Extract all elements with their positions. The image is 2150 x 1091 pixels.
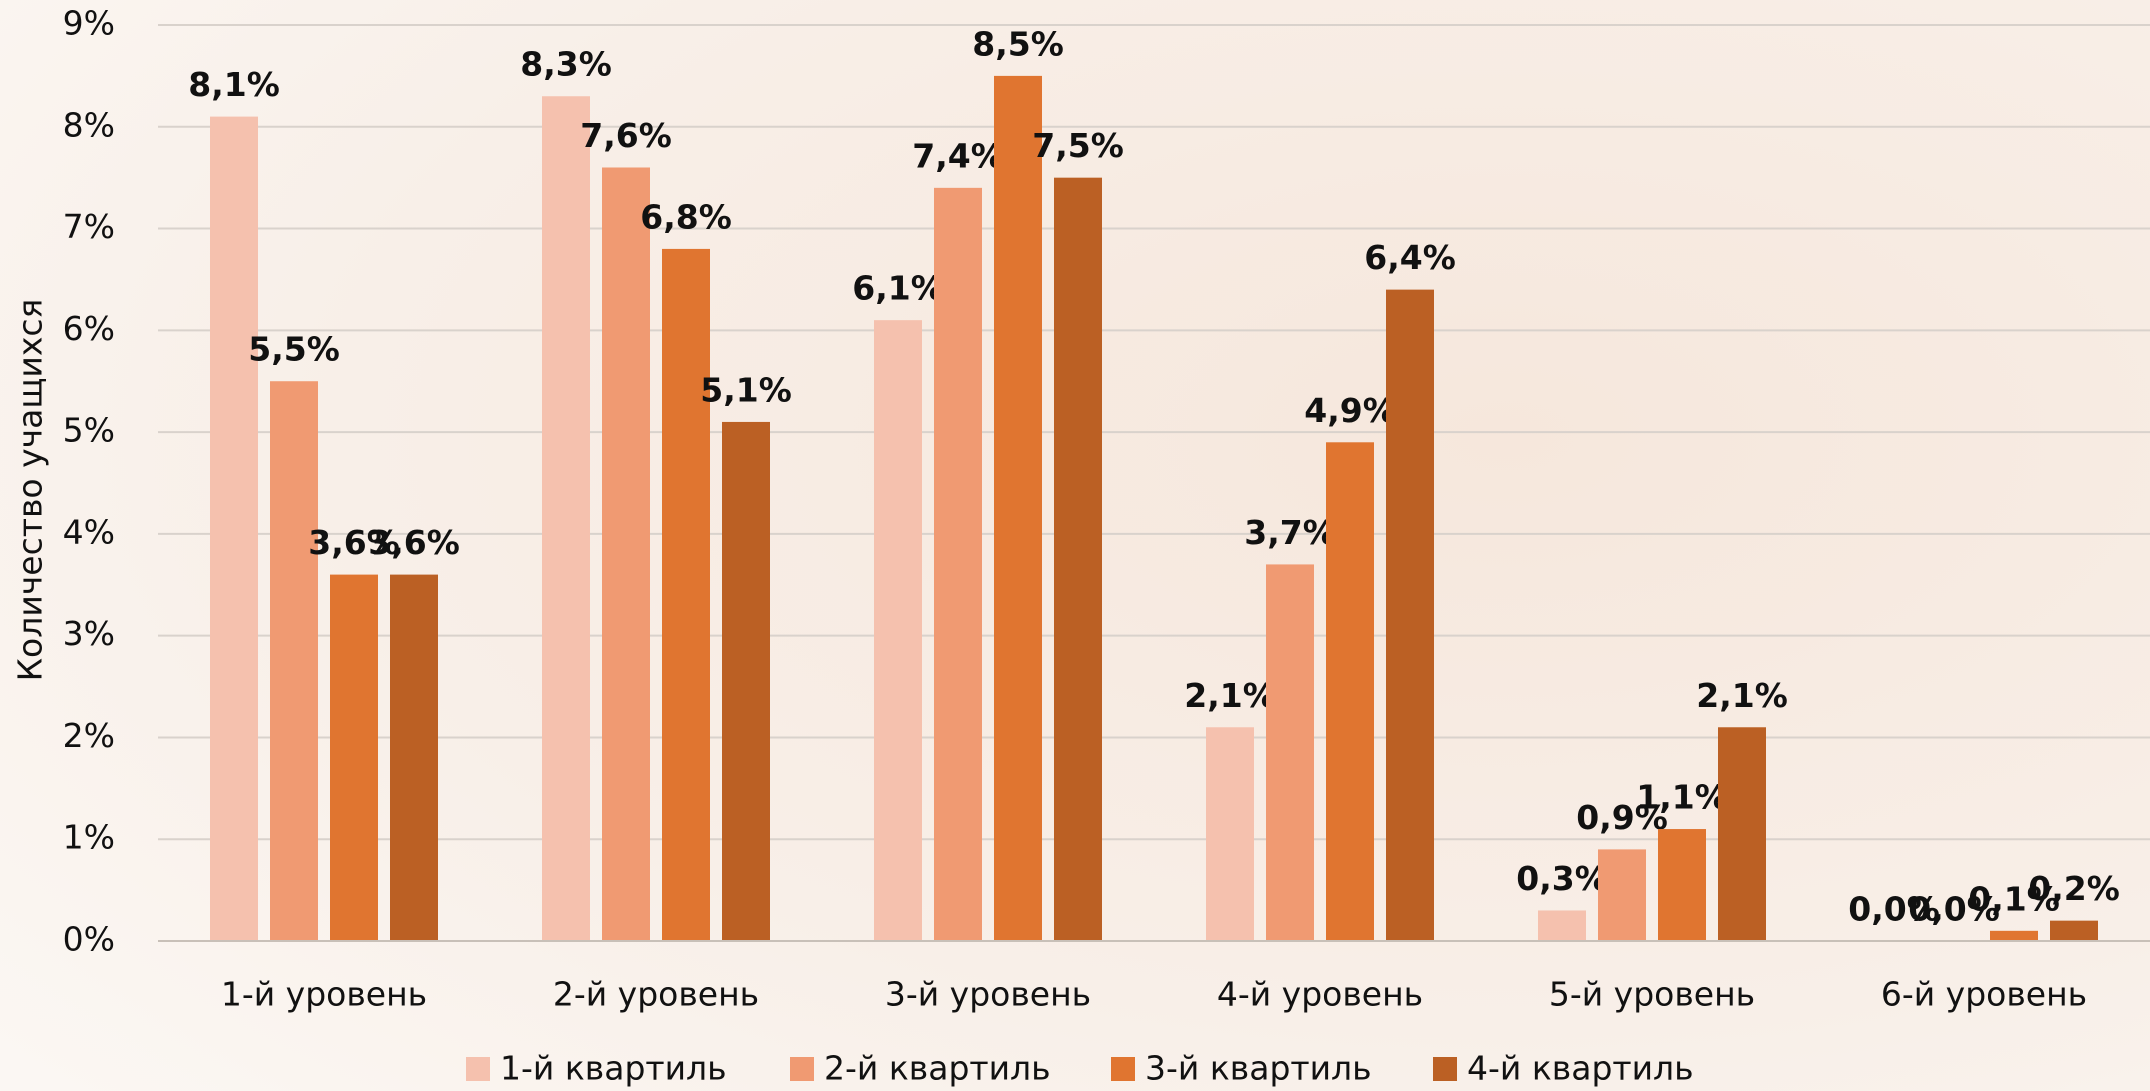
bar bbox=[1386, 289, 1434, 942]
x-tick-label: 4-й уровень bbox=[1217, 975, 1423, 1014]
data-label: 8,1% bbox=[188, 65, 280, 104]
legend-swatch bbox=[1111, 1057, 1135, 1081]
data-label: 6,1% bbox=[852, 269, 944, 308]
bar bbox=[874, 320, 922, 942]
data-label: 7,4% bbox=[912, 136, 1004, 175]
data-label: 3,6% bbox=[368, 523, 460, 562]
bar bbox=[1054, 177, 1102, 941]
x-tick-label: 3-й уровень bbox=[885, 975, 1091, 1014]
data-label: 0,0% bbox=[1908, 890, 2000, 929]
x-tick-label: 6-й уровень bbox=[1881, 975, 2087, 1014]
legend-label: 4-й квартиль bbox=[1467, 1049, 1694, 1088]
data-label: 1,1% bbox=[1636, 778, 1728, 817]
y-tick-label: 2% bbox=[63, 716, 115, 755]
bar bbox=[722, 421, 770, 941]
x-tick-label: 1-й уровень bbox=[221, 975, 427, 1014]
y-tick-label: 4% bbox=[63, 512, 115, 551]
legend-label: 3-й квартиль bbox=[1145, 1049, 1372, 1088]
data-label: 6,8% bbox=[640, 197, 732, 236]
y-tick-label: 9% bbox=[63, 4, 115, 43]
data-label: 5,1% bbox=[700, 370, 792, 409]
y-tick-label: 6% bbox=[63, 309, 115, 348]
data-label: 8,3% bbox=[520, 45, 612, 84]
bar bbox=[934, 187, 982, 941]
bar bbox=[390, 574, 438, 941]
bar bbox=[1206, 727, 1254, 941]
legend-label: 1-й квартиль bbox=[500, 1049, 727, 1088]
bar bbox=[542, 96, 590, 941]
data-label: 0,1% bbox=[1968, 879, 2060, 918]
x-tick-label: 5-й уровень bbox=[1549, 975, 1755, 1014]
bar bbox=[1598, 849, 1646, 941]
legend-label: 2-й квартиль bbox=[824, 1049, 1051, 1088]
bar bbox=[1538, 910, 1586, 941]
y-tick-label: 3% bbox=[63, 614, 115, 653]
bar bbox=[1658, 829, 1706, 941]
data-label: 0,0% bbox=[1848, 890, 1940, 929]
y-tick-label: 1% bbox=[63, 818, 115, 857]
bar bbox=[602, 167, 650, 941]
legend-swatch bbox=[1433, 1057, 1457, 1081]
data-label: 0,9% bbox=[1576, 798, 1668, 837]
bar bbox=[1266, 564, 1314, 941]
bar bbox=[210, 116, 258, 942]
x-tick-label: 2-й уровень bbox=[553, 975, 759, 1014]
bar bbox=[1326, 442, 1374, 941]
y-tick-label: 7% bbox=[63, 207, 115, 246]
bar bbox=[662, 248, 710, 941]
bar bbox=[994, 75, 1042, 941]
data-label: 6,4% bbox=[1364, 238, 1456, 277]
y-tick-label: 0% bbox=[63, 920, 115, 959]
data-label: 7,5% bbox=[1032, 126, 1124, 165]
data-label: 0,3% bbox=[1516, 859, 1608, 898]
legend-swatch bbox=[790, 1057, 814, 1081]
data-label: 3,7% bbox=[1244, 513, 1336, 552]
bar bbox=[330, 574, 378, 941]
bar bbox=[270, 381, 318, 941]
data-label: 5,5% bbox=[248, 330, 340, 369]
data-label: 0,2% bbox=[2028, 869, 2120, 908]
data-label: 3,6% bbox=[308, 523, 400, 562]
data-label: 2,1% bbox=[1696, 676, 1788, 715]
y-axis-label: Количество учащихся bbox=[11, 299, 50, 682]
data-label: 8,5% bbox=[972, 24, 1064, 63]
bar bbox=[2050, 920, 2098, 941]
bar bbox=[1990, 930, 2038, 941]
data-label: 7,6% bbox=[580, 116, 672, 155]
y-tick-label: 8% bbox=[63, 105, 115, 144]
legend-swatch bbox=[466, 1057, 490, 1081]
data-label: 4,9% bbox=[1304, 391, 1396, 430]
y-tick-label: 5% bbox=[63, 411, 115, 450]
bar bbox=[1718, 727, 1766, 941]
data-label: 2,1% bbox=[1184, 676, 1276, 715]
